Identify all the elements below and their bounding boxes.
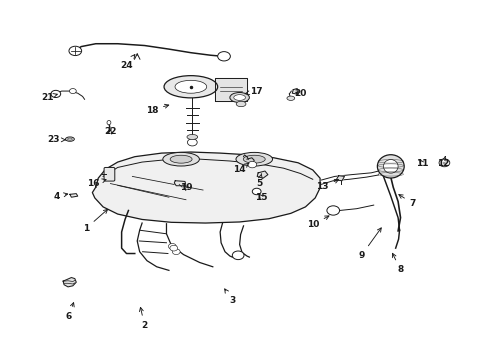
Circle shape [438,159,449,167]
FancyBboxPatch shape [104,167,115,181]
Ellipse shape [236,152,272,166]
Text: 3: 3 [224,289,235,305]
Text: 24: 24 [120,55,135,70]
Text: 11: 11 [415,159,428,168]
Text: 9: 9 [358,228,381,260]
Ellipse shape [175,80,206,93]
Text: 1: 1 [83,210,107,233]
Circle shape [69,89,76,94]
Polygon shape [292,89,298,94]
Circle shape [169,245,177,251]
Polygon shape [335,176,344,181]
Polygon shape [70,194,78,197]
Ellipse shape [163,76,217,98]
Circle shape [252,188,261,195]
Ellipse shape [67,138,72,140]
Ellipse shape [383,159,397,173]
Text: 2: 2 [139,307,147,330]
Polygon shape [257,171,267,178]
Circle shape [187,139,197,146]
Ellipse shape [163,152,199,166]
Ellipse shape [186,134,197,139]
Text: 5: 5 [256,174,262,188]
Circle shape [217,51,230,61]
Text: 16: 16 [87,179,106,188]
Circle shape [168,243,176,249]
Text: 23: 23 [47,135,65,144]
Circle shape [326,206,339,215]
Text: 6: 6 [66,303,74,321]
Text: 4: 4 [54,192,67,201]
Circle shape [232,251,244,260]
Text: 15: 15 [255,193,267,202]
Text: 19: 19 [179,183,192,192]
Circle shape [172,249,180,255]
Ellipse shape [107,121,111,125]
Ellipse shape [229,93,249,103]
Circle shape [51,90,61,98]
Text: 22: 22 [104,127,117,136]
Ellipse shape [65,137,74,141]
Polygon shape [63,278,76,287]
Polygon shape [92,152,320,223]
Text: 8: 8 [392,253,403,274]
Text: 21: 21 [41,93,57,102]
Circle shape [69,46,81,55]
Ellipse shape [286,96,294,100]
Text: 17: 17 [244,86,263,95]
Polygon shape [215,78,246,101]
Text: 20: 20 [294,89,306,98]
Ellipse shape [377,155,404,178]
Ellipse shape [170,155,192,163]
Polygon shape [174,181,185,186]
Text: 12: 12 [436,157,449,168]
Text: 13: 13 [316,179,338,191]
Ellipse shape [233,95,245,100]
Ellipse shape [236,101,245,107]
Text: 14: 14 [233,163,248,175]
Circle shape [247,161,256,168]
Text: 7: 7 [398,194,415,208]
Text: 18: 18 [145,104,168,114]
Text: 10: 10 [306,216,328,229]
Ellipse shape [243,155,264,163]
